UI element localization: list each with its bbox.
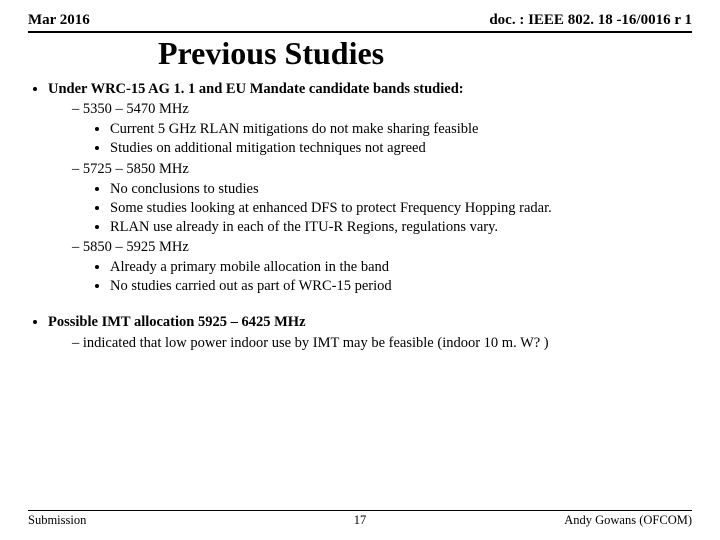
- band-c-label: 5850 – 5925 MHz: [83, 239, 189, 255]
- band-c: 5850 – 5925 MHz Already a primary mobile…: [72, 238, 692, 295]
- footer-page-number: 17: [354, 513, 367, 528]
- footer-author: Andy Gowans (OFCOM): [564, 513, 692, 528]
- band-c-point-1: Already a primary mobile allocation in t…: [110, 258, 692, 276]
- band-a: 5350 – 5470 MHz Current 5 GHz RLAN mitig…: [72, 100, 692, 157]
- band-a-point-1: Current 5 GHz RLAN mitigations do not ma…: [110, 120, 692, 138]
- section-2: Possible IMT allocation 5925 – 6425 MHz …: [48, 313, 692, 351]
- header-date: Mar 2016: [28, 12, 90, 29]
- band-a-point-2: Studies on additional mitigation techniq…: [110, 139, 692, 157]
- header-row: Mar 2016 doc. : IEEE 802. 18 -16/0016 r …: [28, 12, 692, 33]
- section-2-sub: indicated that low power indoor use by I…: [72, 334, 692, 352]
- section-1-lead: Under WRC-15 AG 1. 1 and EU Mandate cand…: [48, 81, 464, 97]
- band-b: 5725 – 5850 MHz No conclusions to studie…: [72, 160, 692, 237]
- band-b-point-2: Some studies looking at enhanced DFS to …: [110, 199, 692, 217]
- header-doc: doc. : IEEE 802. 18 -16/0016 r 1: [489, 12, 692, 29]
- footer-row: Submission 17 Andy Gowans (OFCOM): [28, 510, 692, 528]
- band-a-label: 5350 – 5470 MHz: [83, 101, 189, 117]
- band-b-point-1: No conclusions to studies: [110, 180, 692, 198]
- section-2-lead: Possible IMT allocation 5925 – 6425 MHz: [48, 314, 306, 330]
- section-1: Under WRC-15 AG 1. 1 and EU Mandate cand…: [48, 80, 692, 295]
- band-b-label: 5725 – 5850 MHz: [83, 161, 189, 177]
- band-b-point-3: RLAN use already in each of the ITU-R Re…: [110, 218, 692, 236]
- footer-left: Submission: [28, 513, 86, 528]
- page-title: Previous Studies: [158, 35, 692, 72]
- main-list: Under WRC-15 AG 1. 1 and EU Mandate cand…: [28, 80, 692, 352]
- band-c-point-2: No studies carried out as part of WRC-15…: [110, 277, 692, 295]
